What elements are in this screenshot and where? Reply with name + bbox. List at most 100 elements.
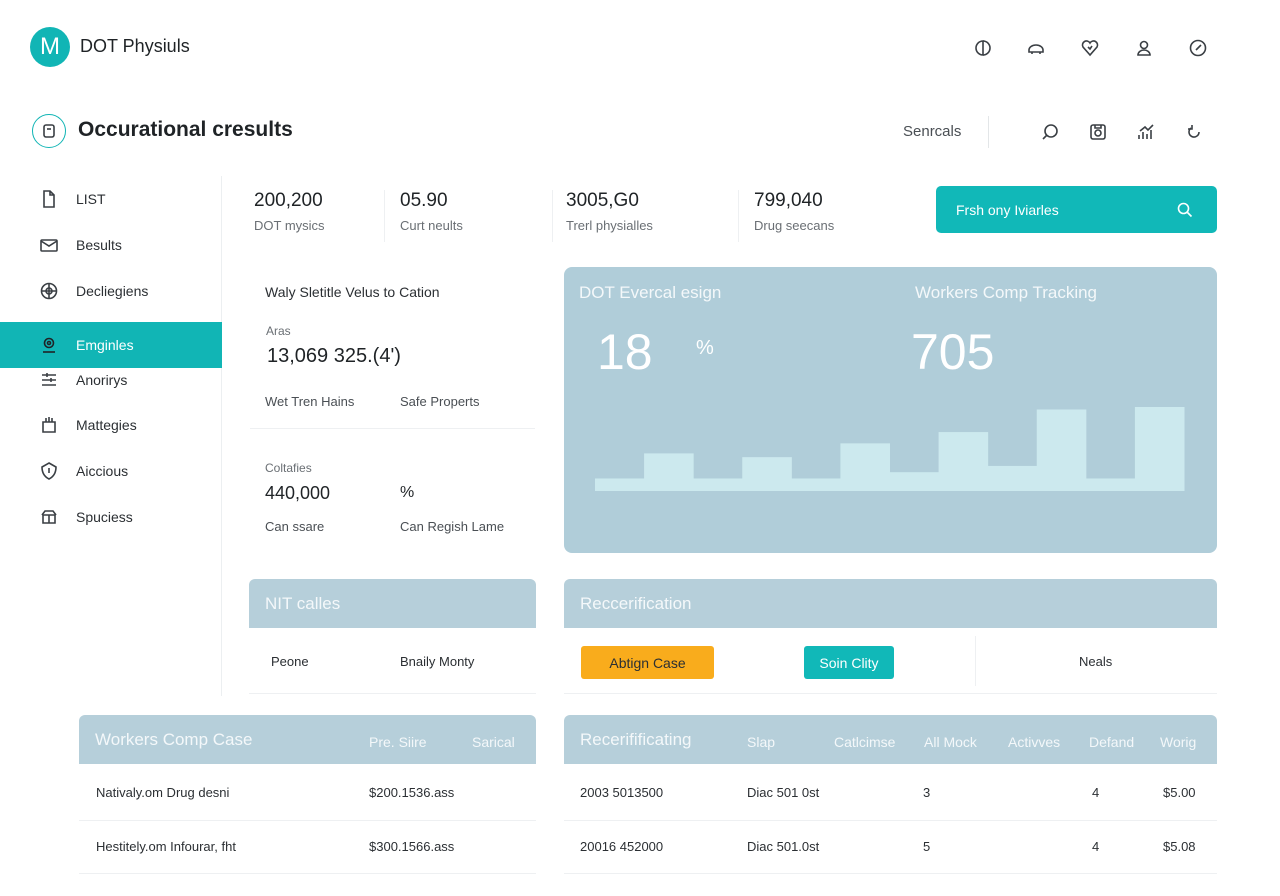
- search-icon[interactable]: [1038, 120, 1062, 144]
- table-row-name[interactable]: Nativaly.om Drug desni: [96, 785, 230, 800]
- status-badge[interactable]: Soin Clity: [804, 646, 894, 679]
- stat-label: Trerl physialles: [566, 218, 653, 233]
- chart-left-value: 18: [597, 324, 653, 380]
- chart-bar-5: [840, 443, 890, 491]
- coll-pct: %: [400, 484, 415, 501]
- recert-header-col4[interactable]: Activves: [1008, 734, 1061, 750]
- user-icon[interactable]: [1132, 36, 1156, 60]
- document-icon: [38, 188, 60, 210]
- table-row-amount: $5.08: [1163, 839, 1196, 854]
- table-row-code: Diac 501.0st: [747, 839, 820, 854]
- divider: [79, 820, 536, 821]
- table-row-b: 4: [1092, 839, 1100, 854]
- toolbar-icons: [1038, 120, 1206, 144]
- chart-bar-10: [1085, 478, 1136, 491]
- compass-icon[interactable]: [1186, 36, 1210, 60]
- right-note: Safe Properts: [400, 394, 480, 409]
- heart-icon[interactable]: [1078, 36, 1102, 60]
- stat-drug-seecans: 799,040 Drug seecans: [754, 190, 834, 244]
- foot-left: Can ssare: [265, 519, 325, 534]
- sidebar-item-besults[interactable]: Besults: [0, 222, 222, 268]
- nit-panel-title: NIT calles: [265, 593, 341, 613]
- primary-action-label: Frsh ony Iviarles: [956, 201, 1059, 218]
- table-row-code: Diac 501 0st: [747, 785, 820, 800]
- divider: [988, 116, 989, 148]
- table-row-a: 3: [923, 785, 931, 800]
- table-row-value: $200.1536.ass: [369, 785, 455, 800]
- foot-right: Can Regish Lame: [400, 519, 505, 534]
- chart-icon[interactable]: [1134, 120, 1158, 144]
- chart-bar-11: [1134, 407, 1185, 491]
- table-row-a: 5: [923, 839, 931, 854]
- assign-case-button[interactable]: Abtign Case: [581, 646, 714, 679]
- sidebar-item-list[interactable]: LIST: [0, 176, 222, 222]
- divider: [250, 428, 535, 429]
- workers-table-body: [79, 764, 536, 874]
- recert-header-col5[interactable]: Defand: [1089, 734, 1135, 750]
- area-label: Aras: [266, 324, 291, 338]
- stat-value: 3005,G0: [566, 190, 639, 211]
- page-title: Occurational cresults: [78, 118, 293, 141]
- workers-table-title: Workers Comp Case: [95, 729, 253, 749]
- primary-action-button[interactable]: Frsh ony Iviarles: [936, 186, 1217, 233]
- save-icon[interactable]: [1086, 120, 1110, 144]
- search-label[interactable]: Senrcals: [903, 123, 962, 140]
- sidebar-item-anorirys[interactable]: Anorirys: [0, 357, 222, 403]
- table-row-name[interactable]: Hestitely.om Infourar, fht: [96, 839, 236, 854]
- coll-value: 440,000: [265, 483, 331, 503]
- sidebar-item-mattegies[interactable]: Mattegies: [0, 402, 222, 448]
- workers-header-col1[interactable]: Pre. Siire: [369, 734, 427, 750]
- app-title: DOT Physiuls: [80, 36, 190, 56]
- sidebar-item-label: Anorirys: [76, 372, 128, 388]
- recert-header-col3[interactable]: All Mock: [924, 734, 977, 750]
- sidebar-item-decliegiens[interactable]: Decliegiens: [0, 268, 222, 314]
- refresh-icon[interactable]: [1182, 120, 1206, 144]
- stat-label: Drug seecans: [754, 218, 835, 233]
- search-icon: [1173, 198, 1197, 222]
- table-row-value: $300.1566.ass: [369, 839, 455, 854]
- sidebar-item-emginles[interactable]: Emginles: [0, 322, 222, 368]
- workers-table-header: Workers Comp Case: [79, 715, 536, 764]
- recert-header-col1[interactable]: Slap: [747, 734, 776, 750]
- recert-table-header: Recerifificating: [564, 715, 1217, 764]
- nit-panel-body: [249, 628, 536, 694]
- sidebar-item-spuciess[interactable]: Spuciess: [0, 494, 222, 540]
- moon-icon[interactable]: [970, 36, 994, 60]
- table-row-id[interactable]: 20016 452000: [580, 839, 664, 854]
- recert-panel-header: Reccerification: [564, 579, 1217, 628]
- recert-header-col2[interactable]: Catlcimse: [834, 734, 896, 750]
- info-title: Waly Sletitle Velus to Cation: [265, 284, 440, 300]
- stat-label: Curt neults: [400, 218, 463, 233]
- inbox-icon: [38, 234, 60, 256]
- app-logo: M: [30, 27, 70, 67]
- divider: [552, 190, 553, 242]
- nit-panel-header: NIT calles: [249, 579, 536, 628]
- chart-left-unit: %: [696, 337, 714, 359]
- table-row-b: 4: [1092, 785, 1100, 800]
- header-icons: [970, 36, 1210, 60]
- globe-icon: [38, 280, 60, 302]
- divider: [79, 873, 536, 874]
- recert-right-label: Neals: [1079, 654, 1113, 669]
- sidebar-item-aiccious[interactable]: Aiccious: [0, 448, 222, 494]
- chart-bar-4: [791, 478, 841, 491]
- chart-bar-8: [987, 465, 1038, 491]
- location-icon: [38, 334, 60, 356]
- cloud-icon[interactable]: [1024, 36, 1048, 60]
- workers-header-col2[interactable]: Sarical: [472, 734, 515, 750]
- recert-header-col6[interactable]: Worig: [1160, 734, 1197, 750]
- chart-left-title: DOT Evercal esign: [579, 283, 722, 302]
- sidebar-item-label: Decliegiens: [76, 283, 149, 299]
- stat-value: 799,040: [754, 190, 823, 211]
- stat-trerl-physialles: 3005,G0 Trerl physialles: [566, 190, 653, 244]
- stat-dot-mysics: 200,200 DOT mysics: [254, 190, 325, 244]
- sidebar-item-label: Spuciess: [76, 509, 133, 525]
- sidebar-item-label: Besults: [76, 237, 122, 253]
- table-row-id[interactable]: 2003 5013500: [580, 785, 664, 800]
- stat-value: 200,200: [254, 190, 323, 211]
- left-note: Wet Tren Hains: [265, 394, 355, 409]
- stat-label: DOT mysics: [254, 218, 325, 233]
- sidebar-item-label: Aiccious: [76, 463, 129, 479]
- stat-value: 05.90: [400, 190, 448, 211]
- divider: [975, 636, 976, 686]
